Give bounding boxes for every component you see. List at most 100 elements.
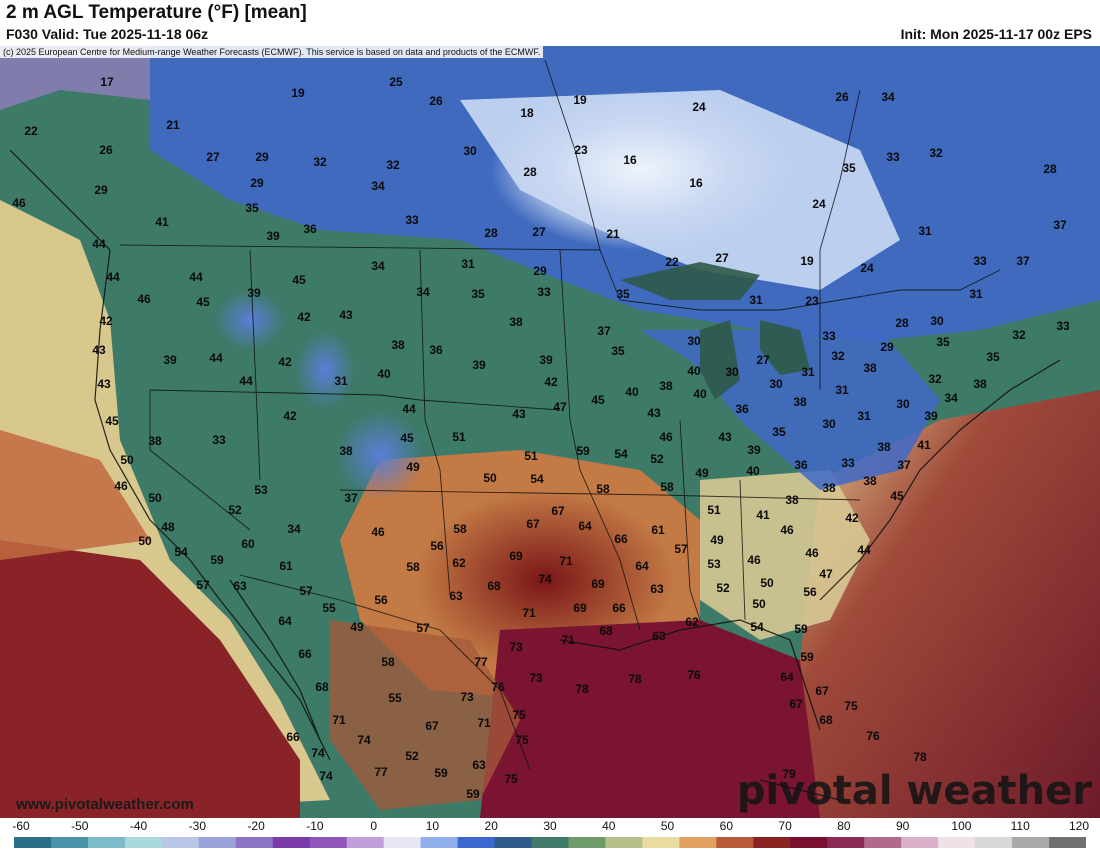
temperature-label: 73: [509, 640, 523, 654]
valid-time: F030 Valid: Tue 2025-11-18 06z: [6, 26, 209, 42]
temperature-label: 44: [106, 270, 120, 284]
temperature-label: 76: [866, 729, 880, 743]
temperature-label: 79: [782, 767, 796, 781]
temperature-map[interactable]: 17 25 19 26 19 24 26 34 22 21 18 26 27 29 32 32 30 23 16 35…: [0, 46, 1100, 818]
temperature-label: 50: [138, 534, 152, 548]
temperature-label: 34: [371, 259, 385, 273]
temperature-label: 31: [857, 409, 871, 423]
temperature-label: 32: [929, 146, 943, 160]
temperature-label: 18: [520, 106, 534, 120]
temperature-label: 45: [400, 431, 414, 445]
temperature-label: 25: [389, 75, 403, 89]
temperature-label: 40: [377, 367, 391, 381]
temperature-label: 64: [780, 670, 794, 684]
temperature-label: 38: [863, 361, 877, 375]
temperature-label: 35: [611, 344, 625, 358]
temperature-label: 39: [472, 358, 486, 372]
colorbar-tick-label: -40: [129, 819, 148, 833]
temperature-label: 42: [544, 375, 558, 389]
temperature-label: 58: [381, 655, 395, 669]
temperature-label: 77: [474, 655, 488, 669]
temperature-label: 39: [163, 353, 177, 367]
temperature-label: 74: [357, 733, 371, 747]
temperature-label: 37: [897, 458, 911, 472]
colorbar-tick-label: -50: [71, 819, 89, 833]
temperature-label: 55: [322, 601, 336, 615]
temperature-label: 24: [812, 197, 826, 211]
temperature-label: 46: [780, 523, 794, 537]
temperature-label: 39: [266, 229, 280, 243]
temperature-label: 38: [863, 474, 877, 488]
temperature-label: 35: [842, 161, 856, 175]
colorbar-segment: [383, 837, 422, 848]
temperature-label: 62: [452, 556, 466, 570]
map-header: 2 m AGL Temperature (°F) [mean] F030 Val…: [0, 0, 1100, 46]
temperature-label: 58: [660, 480, 674, 494]
temperature-label: 40: [746, 464, 760, 478]
temperature-label: 78: [575, 682, 589, 696]
colorbar-tick-label: 30: [543, 819, 557, 833]
temperature-label: 21: [606, 227, 620, 241]
temperature-label: 26: [835, 90, 849, 104]
gulf-warm: [480, 620, 830, 818]
temperature-label: 26: [99, 143, 113, 157]
mexico-warm: [330, 620, 520, 810]
colorbar-tick-label: 70: [778, 819, 792, 833]
temperature-label: 34: [416, 285, 430, 299]
temperature-label: 50: [483, 471, 497, 485]
temperature-label: 16: [689, 176, 703, 190]
temperature-label: 51: [707, 503, 721, 517]
colorbar-segment: [50, 837, 89, 848]
temperature-label: 75: [512, 708, 526, 722]
temperature-label: 50: [120, 453, 134, 467]
copyright-notice: (c) 2025 European Centre for Medium-rang…: [0, 46, 544, 58]
temperature-label: 37: [344, 491, 358, 505]
temperature-label: 37: [1053, 218, 1067, 232]
temperature-label: 45: [890, 489, 904, 503]
temperature-label: 39: [247, 286, 261, 300]
temperature-label: 31: [969, 287, 983, 301]
temperature-label: 66: [286, 730, 300, 744]
temperature-label: 57: [674, 542, 688, 556]
temperature-label: 42: [99, 314, 113, 328]
colorbar-segment: [420, 837, 459, 848]
temperature-label: 46: [371, 525, 385, 539]
temperature-label: 67: [789, 697, 803, 711]
temperature-label: 40: [687, 364, 701, 378]
website-link[interactable]: www.pivotalweather.com: [16, 796, 194, 813]
colorbar-segment: [901, 837, 939, 848]
temperature-label: 34: [944, 391, 958, 405]
colorbar-segment: [14, 837, 52, 848]
colorbar-segment: [161, 837, 200, 848]
temperature-label: 26: [429, 94, 443, 108]
temperature-label: 33: [841, 456, 855, 470]
temperature-label: 58: [453, 522, 467, 536]
temperature-label: 32: [1012, 328, 1026, 342]
colorbar-segment: [457, 837, 496, 848]
temperature-label: 48: [161, 520, 175, 534]
temperature-label: 27: [532, 225, 546, 239]
temperature-label: 21: [166, 118, 180, 132]
temperature-label: 46: [137, 292, 151, 306]
temperature-label: 31: [835, 383, 849, 397]
temperature-label: 45: [196, 295, 210, 309]
temperature-label: 41: [917, 438, 931, 452]
colorbar-segment: [87, 837, 126, 848]
temperature-label: 30: [896, 397, 910, 411]
lake-huron: [760, 320, 810, 375]
temperature-label: 29: [880, 340, 894, 354]
temperature-label: 56: [374, 593, 388, 607]
temperature-label: 33: [1056, 319, 1070, 333]
temperature-label: 71: [332, 713, 346, 727]
temperature-label: 29: [255, 150, 269, 164]
colorbar-tick-label: -10: [306, 819, 324, 833]
temperature-label: 40: [625, 385, 639, 399]
temperature-label: 68: [487, 579, 501, 593]
colorbar-tick-label: -30: [188, 819, 206, 833]
temperature-label: 76: [491, 680, 505, 694]
temperature-label: 57: [299, 584, 313, 598]
temperature-label: 52: [716, 581, 730, 595]
temperature-label: 44: [189, 270, 203, 284]
temperature-label: 50: [752, 597, 766, 611]
temperature-label: 59: [794, 622, 808, 636]
